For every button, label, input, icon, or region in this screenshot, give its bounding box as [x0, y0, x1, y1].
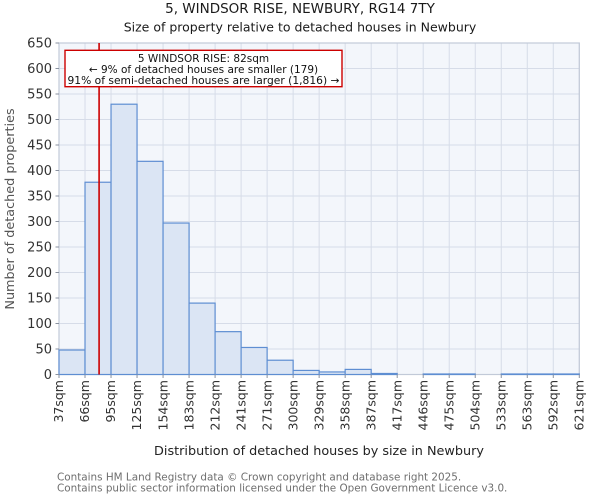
x-tick-label: 183sqm [181, 380, 196, 430]
x-tick-label: 37sqm [51, 380, 66, 423]
y-tick-label: 300 [27, 215, 52, 230]
y-tick-label: 0 [44, 368, 52, 383]
x-axis-title: Distribution of detached houses by size … [154, 444, 484, 459]
histogram-bar [188, 302, 216, 376]
histogram-bar [422, 373, 450, 376]
footer-attribution-line-1: Contains HM Land Registry data © Crown c… [57, 472, 461, 484]
y-tick-label: 50 [35, 343, 52, 358]
x-tick-label: 300sqm [285, 380, 300, 430]
histogram-bar [526, 373, 554, 376]
histogram-bar [214, 331, 242, 376]
x-tick-label: 475sqm [441, 380, 456, 430]
chart-subtitle: Size of property relative to detached ho… [124, 20, 477, 35]
x-tick-label: 387sqm [363, 380, 378, 430]
histogram-bar [266, 359, 294, 376]
histogram-bar [552, 373, 580, 376]
histogram-bar [292, 369, 320, 376]
x-tick-label: 417sqm [389, 380, 404, 430]
y-axis-title: Number of detached properties [3, 108, 18, 310]
y-tick-label: 350 [27, 190, 52, 205]
y-tick-label: 600 [27, 62, 52, 77]
x-tick-label: 592sqm [545, 380, 560, 430]
histogram-bar [162, 222, 190, 376]
x-tick-label: 329sqm [311, 380, 326, 430]
y-tick-label: 500 [27, 113, 52, 128]
x-tick-label: 446sqm [415, 380, 430, 430]
x-tick-label: 504sqm [467, 380, 482, 430]
annotation-line-3: 91% of semi-detached houses are larger (… [68, 75, 340, 87]
x-tick-label: 66sqm [77, 380, 92, 423]
x-tick-label: 621sqm [572, 380, 587, 430]
chart-title: 5, WINDSOR RISE, NEWBURY, RG14 7TY [165, 1, 436, 17]
y-tick-label: 400 [27, 164, 52, 179]
annotation-line-1: 5 WINDSOR RISE: 82sqm [138, 53, 269, 65]
x-tick-label: 95sqm [103, 380, 118, 423]
y-tick-label: 200 [27, 266, 52, 281]
y-tick-label: 150 [27, 292, 52, 307]
histogram-bar [500, 373, 528, 376]
histogram-bar [318, 371, 346, 376]
y-tick-label: 450 [27, 139, 52, 154]
y-tick-label: 650 [27, 37, 52, 52]
histogram-bar [84, 181, 112, 376]
x-tick-label: 241sqm [233, 380, 248, 430]
histogram-bar [448, 373, 476, 376]
x-tick-label: 358sqm [337, 380, 352, 430]
annotation-box: 5 WINDSOR RISE: 82sqm ← 9% of detached h… [64, 49, 343, 88]
footer-attribution-line-2: Contains public sector information licen… [57, 483, 507, 495]
plot-area: 0 50 100 150 200 250 300 350 400 450 500 550 600 650 3… [27, 37, 586, 431]
annotation-border [64, 49, 343, 88]
x-tick-label: 563sqm [519, 380, 534, 430]
histogram-bar [136, 160, 164, 376]
y-tick-label: 550 [27, 88, 52, 103]
histogram-bar [110, 103, 138, 376]
x-tick-label: 125sqm [129, 380, 144, 430]
y-tick-label: 250 [27, 241, 52, 256]
x-tick-label: 212sqm [207, 380, 222, 430]
x-tick-label: 271sqm [259, 380, 274, 430]
y-tick-label: 100 [27, 317, 52, 332]
histogram-bar [370, 372, 398, 376]
x-tick-label: 533sqm [493, 380, 508, 430]
histogram-bar [344, 368, 372, 376]
annotation-line-2: ← 9% of detached houses are smaller (179… [89, 64, 318, 76]
histogram-bar [240, 346, 268, 376]
x-tick-label: 154sqm [155, 380, 170, 430]
histogram-bar [58, 349, 86, 376]
